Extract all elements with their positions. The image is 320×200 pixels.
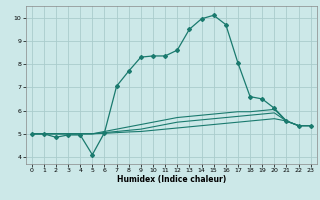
X-axis label: Humidex (Indice chaleur): Humidex (Indice chaleur) [116,175,226,184]
